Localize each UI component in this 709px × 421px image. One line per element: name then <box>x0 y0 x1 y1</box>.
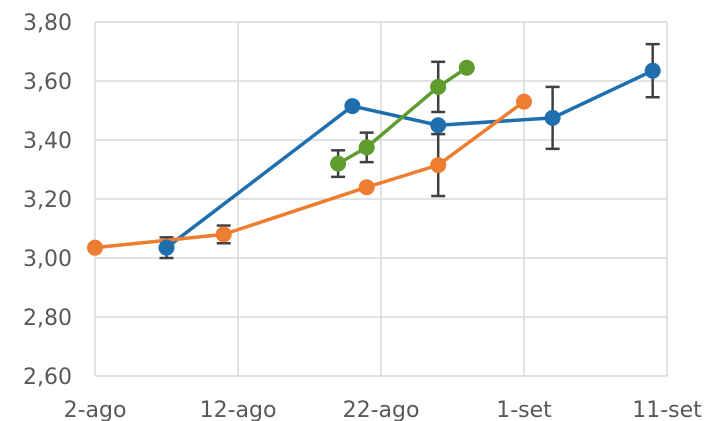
data-point <box>344 98 361 115</box>
data-point <box>644 62 661 79</box>
series-line <box>337 66 468 166</box>
data-point <box>430 78 447 95</box>
data-point <box>544 109 561 126</box>
data-point <box>158 239 175 256</box>
data-point <box>358 139 375 156</box>
x-axis-tick-labels: 2-ago 12-ago 22-ago 1-set 11-set <box>64 398 703 421</box>
y-tick-label: 3,80 <box>23 11 72 36</box>
series-lines <box>94 66 654 250</box>
grid <box>94 21 668 377</box>
error-bars <box>159 42 660 260</box>
data-point <box>330 155 347 172</box>
y-tick-label: 3,40 <box>23 129 72 154</box>
series-line <box>165 69 654 250</box>
data-point <box>87 239 103 256</box>
data-point <box>430 117 447 134</box>
data-point <box>358 179 375 196</box>
data-point <box>215 226 232 243</box>
data-point <box>458 59 475 76</box>
y-tick-label: 2,80 <box>23 306 72 331</box>
x-tick-label: 22-ago <box>343 398 420 421</box>
y-tick-label: 3,60 <box>23 70 72 95</box>
y-tick-label: 3,00 <box>23 247 72 272</box>
x-tick-label: 11-set <box>632 398 702 421</box>
series-points <box>87 59 661 256</box>
x-tick-label: 2-ago <box>64 398 127 421</box>
y-tick-label: 2,60 <box>23 365 72 390</box>
data-point <box>430 157 447 174</box>
x-tick-label: 12-ago <box>200 398 277 421</box>
y-axis-tick-labels: 2,60 2,80 3,00 3,20 3,40 3,60 3,80 <box>23 11 72 390</box>
data-point <box>516 93 532 110</box>
x-tick-label: 1-set <box>496 398 552 421</box>
y-tick-label: 3,20 <box>23 188 72 213</box>
